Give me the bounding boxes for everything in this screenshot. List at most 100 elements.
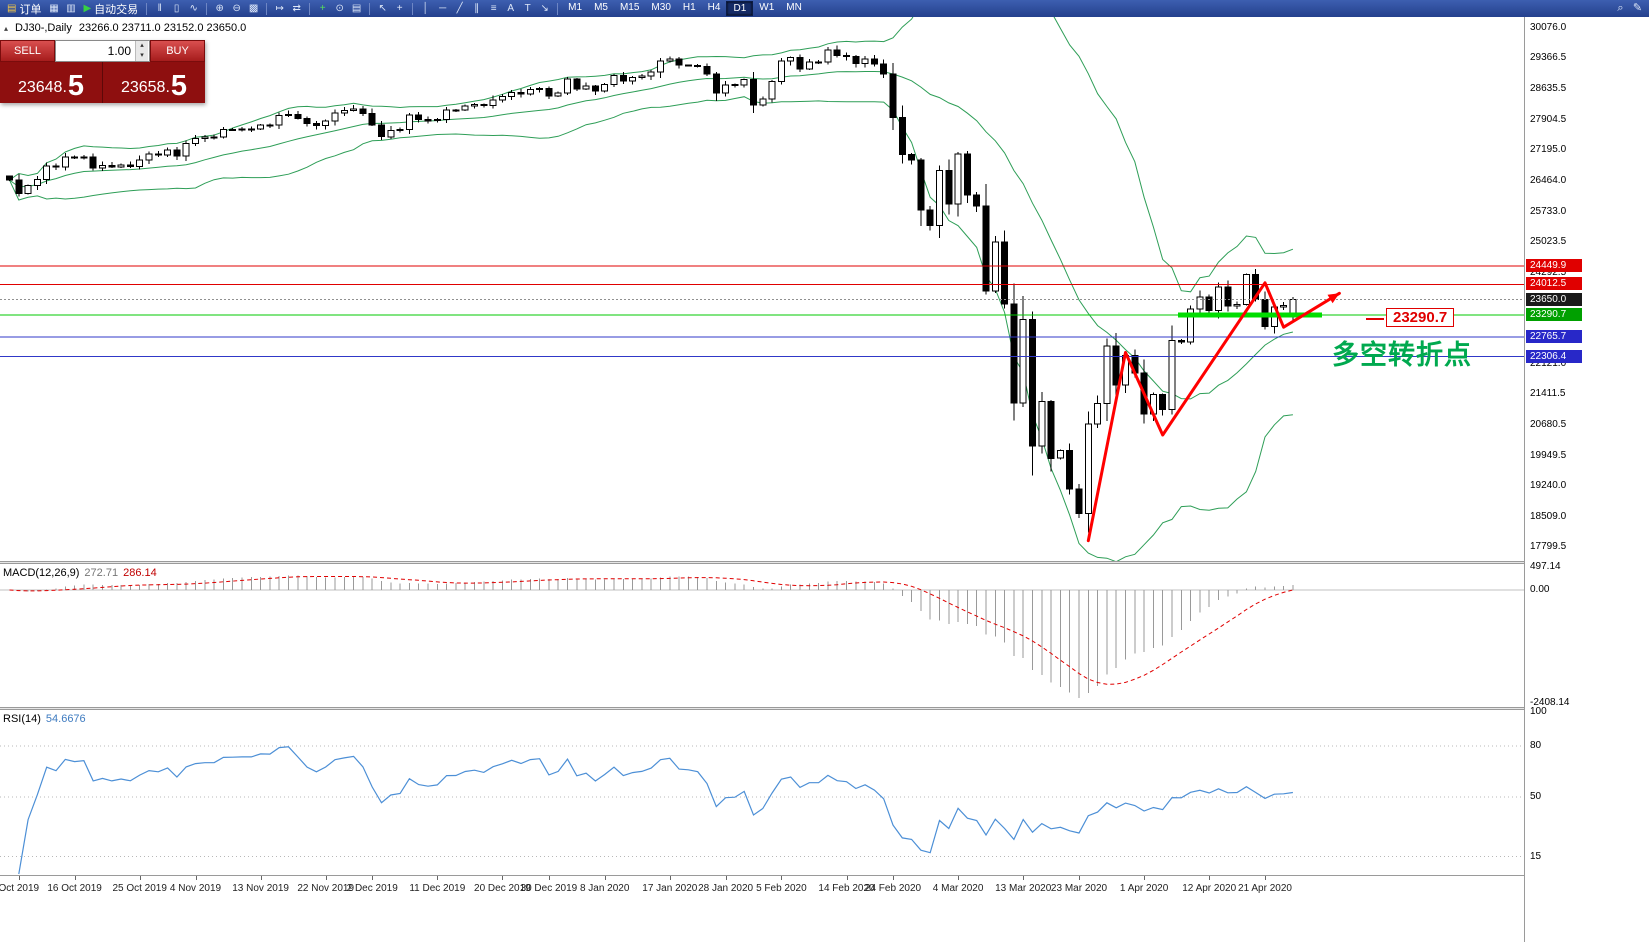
date-tick-mark	[958, 876, 960, 880]
buy-button[interactable]: BUY	[150, 40, 205, 62]
rsi-indicator-label: RSI(14) 54.6676	[3, 713, 86, 725]
price-axis-label: 27195.0	[1530, 143, 1567, 155]
price-axis[interactable]: 30076.0 29366.5 28635.5 27904.5 27195.0 26464…	[1524, 17, 1649, 942]
top-toolbar: ▤ 订单 ▦ ▥ ▶ 自动交易 ‖ ▯ ∿ ⊕ ⊖ ▩ ↦ ⇄ + ⊙ ▤ ↖ + │ ─ ╱ ∥ ≡ A T ↘ M1 M5 M15 M3…	[0, 0, 1649, 17]
candles-chart-icon: ▯	[173, 3, 180, 14]
sell-price[interactable]: 23648. 5	[0, 62, 103, 103]
volume-down-icon[interactable]: ▾	[136, 51, 148, 61]
price-axis-label: 26464.0	[1530, 174, 1567, 186]
price-axis-label: 18509.0	[1530, 511, 1567, 523]
price-axis-label: 25733.0	[1530, 205, 1567, 217]
chart-shift-icon[interactable]: ⇄	[288, 1, 305, 16]
price-level-lines[interactable]	[0, 265, 1524, 357]
rsi-panel[interactable]	[0, 711, 1524, 875]
turning-point-text[interactable]: 多空转折点	[1332, 340, 1472, 370]
arrows-icon[interactable]: ↘	[536, 1, 553, 16]
toolbar-separator	[266, 2, 268, 15]
timeframe-m15[interactable]: M15	[619, 2, 640, 13]
profiles-icon[interactable]: ▥	[62, 1, 79, 16]
crosshair-icon[interactable]: +	[391, 1, 408, 16]
macd-panel[interactable]	[0, 565, 1524, 708]
autotrading-button[interactable]: ▶ 自动交易	[79, 1, 142, 16]
timeframe-mn[interactable]: MN	[786, 2, 802, 13]
bars-chart-icon[interactable]: ‖	[151, 1, 168, 16]
edit-icon[interactable]: ✎	[1632, 2, 1643, 14]
volume-value: 1.00	[107, 44, 131, 58]
main-chart[interactable]	[0, 17, 1524, 562]
arrows-icon: ↘	[540, 3, 549, 14]
one-click-trading-panel: SELL 1.00 ▴ ▾ BUY 23648. 5 23658. 5	[0, 40, 205, 103]
date-axis-label: 1 Apr 2020	[1119, 883, 1169, 894]
date-axis-label: 13 Mar 2020	[995, 883, 1052, 894]
fibonacci-icon[interactable]: ≡	[485, 1, 502, 16]
candles-chart-icon[interactable]: ▯	[168, 1, 185, 16]
zoom-in-icon[interactable]: ⊕	[211, 1, 228, 16]
search-icon[interactable]: ⌕	[1617, 2, 1624, 14]
charts-grid-icon[interactable]: ▦	[45, 1, 62, 16]
timeframe-m5[interactable]: M5	[594, 2, 608, 13]
macd-indicator-label: MACD(12,26,9) 272.71 286.14	[3, 567, 157, 579]
date-axis-label: 13 Nov 2019	[232, 883, 289, 894]
date-tick-mark	[1265, 876, 1266, 880]
trend-zigzag-arrow[interactable]	[1086, 281, 1341, 543]
volume-field[interactable]: 1.00 ▴ ▾	[55, 40, 150, 62]
rsi-value: 54.6676	[45, 713, 86, 725]
candles	[6, 45, 1297, 533]
timeframe-m1[interactable]: M1	[568, 2, 583, 13]
panel-splitter[interactable]	[0, 561, 1524, 564]
price-tag: 22306.4	[1526, 349, 1582, 363]
sell-button[interactable]: SELL	[0, 40, 55, 62]
timeframe-m30[interactable]: M30	[651, 2, 671, 13]
date-tick-mark	[325, 876, 327, 880]
price-tag: 24012.5	[1526, 277, 1582, 291]
line-chart-icon[interactable]: ∿	[185, 1, 202, 16]
support-price-pointer	[1366, 318, 1384, 320]
date-tick-mark	[548, 876, 550, 880]
channel-icon[interactable]: ∥	[468, 1, 485, 16]
price-axis-label: 24292.5	[1530, 266, 1567, 278]
price-axis-label: 27904.5	[1530, 113, 1567, 125]
date-tick-mark	[1209, 876, 1211, 880]
date-axis[interactable]: Oct 2019 16 Oct 2019 25 Oct 2019 4 Nov 2019…	[0, 875, 1524, 897]
price-tag: 23650.0	[1526, 292, 1582, 306]
indicators-icon[interactable]: +	[314, 1, 331, 16]
horizontal-line-icon[interactable]: ─	[434, 1, 451, 16]
text-icon[interactable]: A	[502, 1, 519, 16]
trendline-icon[interactable]: ╱	[451, 1, 468, 16]
timeframe-h1[interactable]: H1	[682, 2, 696, 13]
new-order-button[interactable]: ▤ 订单	[3, 1, 45, 16]
label-icon[interactable]: T	[519, 1, 536, 16]
timeframe-w1[interactable]: W1	[759, 2, 775, 13]
label-icon: T	[524, 3, 531, 14]
date-tick-mark	[74, 876, 76, 880]
buy-price[interactable]: 23658. 5	[103, 62, 205, 103]
buy-price-big-digit: 5	[170, 70, 188, 102]
one-click-collapse-icon[interactable]: ▴	[4, 23, 9, 33]
price-axis-label: 28635.5	[1530, 82, 1567, 94]
macd-axis-label: 497.14	[1530, 560, 1561, 572]
toolbar-separator	[146, 2, 148, 15]
macd-axis-label: 0.00	[1530, 584, 1550, 595]
auto-scroll-icon[interactable]: ↦	[271, 1, 288, 16]
sell-price-main: 23648.	[17, 79, 67, 96]
support-price-callout[interactable]: 23290.7	[1386, 308, 1455, 327]
volume-stepper[interactable]: ▴ ▾	[135, 41, 148, 61]
periods-icon[interactable]: ⊙	[331, 1, 348, 16]
zoom-out-icon[interactable]: ⊖	[228, 1, 245, 16]
auto-scroll-icon: ↦	[275, 3, 284, 14]
date-axis-label: 5 Feb 2020	[756, 883, 807, 894]
text-icon: A	[507, 3, 514, 14]
timeframe-d1[interactable]: D1	[726, 1, 754, 16]
tile-windows-icon[interactable]: ▩	[245, 1, 262, 16]
timeframe-h4[interactable]: H4	[707, 2, 721, 13]
charts-grid-icon: ▦	[49, 3, 59, 14]
vertical-line-icon[interactable]: │	[417, 1, 434, 16]
panel-splitter[interactable]	[0, 707, 1524, 710]
cursor-icon[interactable]: ↖	[374, 1, 391, 16]
rsi-axis-label: 80	[1530, 740, 1542, 751]
symbol-period-label: DJ30-,Daily	[15, 22, 72, 34]
templates-icon[interactable]: ▤	[348, 1, 365, 16]
macd-axis-label: -2408.14	[1530, 696, 1570, 708]
date-axis-label: 23 Mar 2020	[1050, 883, 1108, 894]
volume-up-icon[interactable]: ▴	[136, 41, 148, 51]
